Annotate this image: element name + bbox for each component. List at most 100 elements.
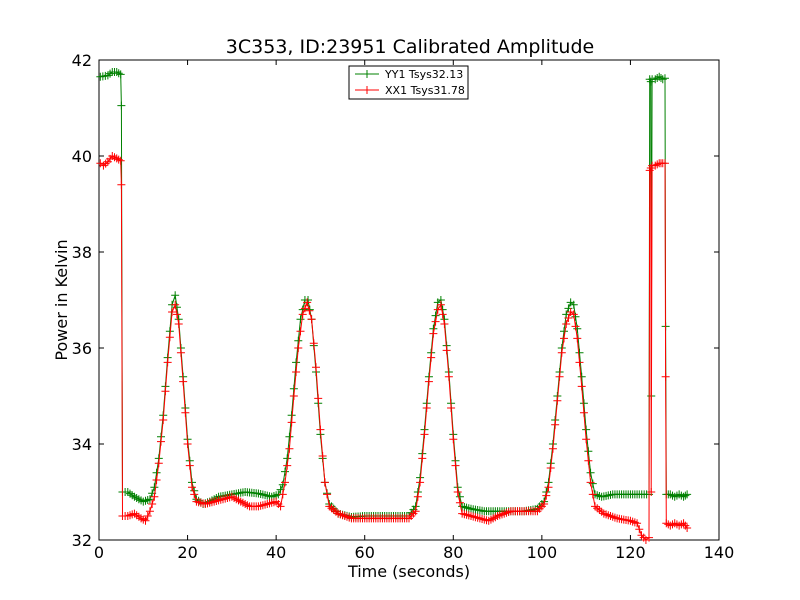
data-point-marker (560, 327, 568, 336)
data-point-marker (143, 512, 152, 520)
data-point-marker (586, 478, 595, 487)
data-point-marker (114, 69, 123, 78)
data-point-marker (179, 377, 188, 386)
data-point-marker (281, 467, 289, 476)
data-point-marker (296, 315, 305, 324)
plot-area (96, 59, 720, 544)
data-point-marker (416, 478, 425, 487)
data-point-marker (281, 478, 289, 487)
y-tick-label: 38 (72, 243, 92, 262)
data-point-marker (171, 291, 180, 300)
data-point-marker (453, 488, 462, 496)
data-point-marker (298, 310, 307, 319)
data-point-marker (433, 305, 442, 314)
data-point-marker (116, 70, 125, 79)
data-point-marker (150, 483, 159, 492)
legend-swatch-marker (363, 70, 371, 78)
data-point-marker (303, 298, 312, 307)
legend-swatch-marker (363, 86, 371, 94)
data-point-marker (312, 363, 320, 372)
data-point-marker (560, 334, 568, 343)
data-point-marker (116, 156, 125, 165)
data-point-marker (171, 300, 180, 309)
data-point-marker (320, 478, 329, 487)
data-point-marker (307, 315, 316, 324)
data-point-marker (161, 387, 170, 396)
data-point-marker (653, 160, 662, 169)
data-point-marker (455, 498, 464, 507)
y-tick-label: 40 (72, 147, 92, 166)
data-point-marker (163, 358, 172, 367)
data-point-marker (449, 435, 458, 444)
data-point-marker (551, 420, 560, 429)
data-point-marker (318, 452, 327, 460)
data-point-marker (114, 155, 123, 164)
data-point-marker (152, 476, 161, 484)
data-point-marker (309, 339, 318, 348)
data-point-marker (577, 372, 586, 381)
data-point-marker (413, 492, 422, 501)
data-point-marker (569, 300, 578, 309)
data-point-marker (586, 468, 595, 477)
data-point-marker (283, 461, 292, 470)
data-point-marker (145, 495, 154, 504)
y-axis-label: Power in Kelvin (52, 239, 71, 360)
x-axis-label: Time (seconds) (347, 562, 470, 581)
data-point-marker (681, 491, 690, 500)
legend-label: YY1 Tsys32.13 (384, 68, 463, 81)
data-point-marker (418, 454, 427, 463)
x-tick-label: 40 (266, 543, 286, 562)
data-point-marker (424, 377, 433, 386)
data-point-marker (294, 336, 303, 345)
data-point-marker (588, 490, 597, 499)
data-point-marker (292, 358, 301, 367)
data-point-marker (645, 533, 654, 542)
data-point-marker (188, 483, 196, 492)
data-point-marker (300, 304, 309, 313)
data-point-marker (157, 437, 165, 446)
x-tick-label: 0 (94, 543, 104, 562)
data-point-marker (436, 300, 445, 309)
data-point-marker (575, 358, 584, 367)
data-point-marker (145, 507, 154, 516)
data-point-marker (159, 416, 168, 424)
data-point-marker (117, 180, 126, 189)
x-tick-label: 80 (443, 543, 463, 562)
series-1 (96, 152, 692, 544)
data-point-marker (683, 490, 692, 499)
data-point-marker (422, 404, 431, 412)
data-point-marker (579, 399, 588, 408)
data-point-marker (584, 447, 593, 456)
data-point-marker (285, 432, 294, 441)
data-point-marker (190, 490, 199, 499)
data-point-marker (152, 468, 161, 477)
data-point-marker (427, 353, 436, 362)
data-point-marker (283, 454, 292, 463)
data-point-marker (429, 329, 438, 338)
data-point-marker (562, 320, 571, 328)
y-tick-label: 32 (72, 531, 92, 550)
data-point-marker (168, 308, 177, 316)
data-point-marker (635, 525, 644, 534)
data-point-marker (323, 490, 332, 499)
data-point-marker (683, 524, 692, 532)
data-point-marker (447, 404, 456, 412)
data-point-marker (276, 502, 285, 511)
data-point-marker (172, 310, 181, 319)
y-tick-label: 36 (72, 339, 92, 358)
data-point-marker (289, 392, 298, 400)
data-point-marker (582, 435, 591, 444)
data-point-marker (292, 368, 301, 376)
data-point-marker (660, 74, 669, 83)
data-point-marker (148, 500, 157, 508)
legend: YY1 Tsys32.13 XX1 Tsys31.78 (348, 65, 469, 100)
data-point-marker (542, 491, 551, 500)
data-point-marker (314, 394, 323, 403)
data-point-marker (305, 306, 314, 315)
data-point-marker (442, 346, 451, 355)
data-point-marker (548, 444, 557, 453)
data-point-marker (183, 440, 192, 448)
data-point-marker (546, 464, 555, 472)
data-point-marker (633, 519, 642, 528)
